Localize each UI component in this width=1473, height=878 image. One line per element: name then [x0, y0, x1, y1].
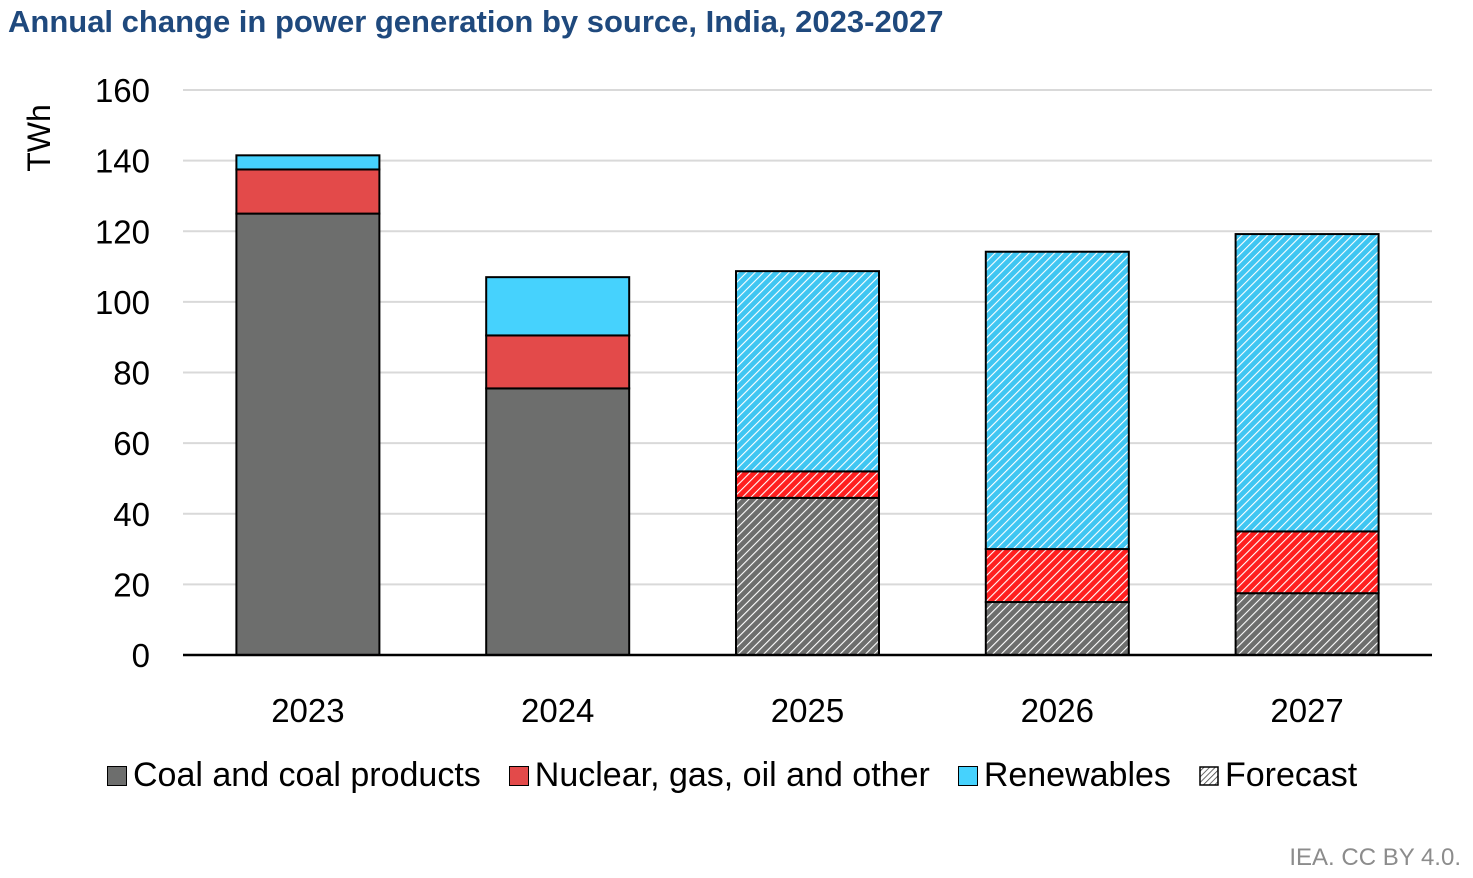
bar-coal-2026 [984, 601, 1130, 656]
legend-label-nuclear: Nuclear, gas, oil and other [534, 756, 930, 794]
bar-nuclear-2024 [485, 334, 631, 390]
legend-swatch-forecast [1199, 765, 1219, 786]
legend-swatch-nuclear [508, 765, 529, 786]
y-axis-ticks: 0 20 40 60 80 100 120 140 160 [95, 72, 150, 674]
y-tick-label: 60 [113, 425, 150, 462]
bar-renewables-2023 [235, 154, 381, 171]
source-note: IEA. CC BY 4.0. [1289, 844, 1461, 871]
y-tick-label: 80 [113, 355, 150, 392]
x-tick-label: 2024 [521, 692, 594, 729]
bar-coal-2027 [1234, 592, 1380, 656]
y-axis-label: TWh [21, 104, 57, 172]
x-tick-label: 2026 [1021, 692, 1094, 729]
y-tick-label: 20 [113, 566, 150, 603]
legend-label-forecast: Forecast [1224, 756, 1358, 794]
x-tick-label: 2023 [271, 692, 344, 729]
legend-label-coal: Coal and coal products [133, 756, 481, 794]
x-axis-ticks: 2023 2024 2025 2026 2027 [271, 692, 1344, 729]
y-tick-label: 120 [95, 213, 150, 250]
bar-nuclear-2026 [984, 548, 1130, 604]
bar-renewables-2026 [984, 250, 1130, 551]
chart-title: Annual change in power generation by sou… [8, 4, 944, 39]
legend-item-coal: Coal and coal products [107, 756, 481, 795]
legend-label-renewables: Renewables [983, 756, 1171, 794]
legend-swatch-renewables [957, 765, 978, 786]
x-tick-label: 2027 [1270, 692, 1343, 729]
bar-renewables-2024 [485, 276, 631, 337]
legend-item-nuclear: Nuclear, gas, oil and other [508, 756, 930, 795]
y-tick-label: 140 [95, 143, 150, 180]
y-tick-label: 100 [95, 284, 150, 321]
y-tick-label: 40 [113, 496, 150, 533]
bar-nuclear-2023 [235, 168, 381, 215]
bar-coal-2025 [735, 496, 880, 656]
legend: Coal and coal products Nuclear, gas, oil… [107, 756, 1357, 795]
legend-swatch-coal [107, 765, 127, 786]
bar-nuclear-2025 [735, 470, 880, 499]
legend-item-forecast: Forecast [1199, 756, 1357, 795]
x-tick-label: 2025 [771, 692, 844, 729]
bar-nuclear-2027 [1234, 530, 1380, 595]
legend-item-renewables: Renewables [957, 756, 1171, 795]
bar-coal-2023 [235, 212, 381, 656]
y-tick-label: 0 [132, 637, 150, 674]
y-tick-label: 160 [95, 72, 150, 109]
bars [235, 154, 1380, 656]
bar-renewables-2025 [735, 270, 880, 473]
bar-coal-2024 [485, 387, 631, 656]
bar-renewables-2027 [1234, 233, 1380, 533]
